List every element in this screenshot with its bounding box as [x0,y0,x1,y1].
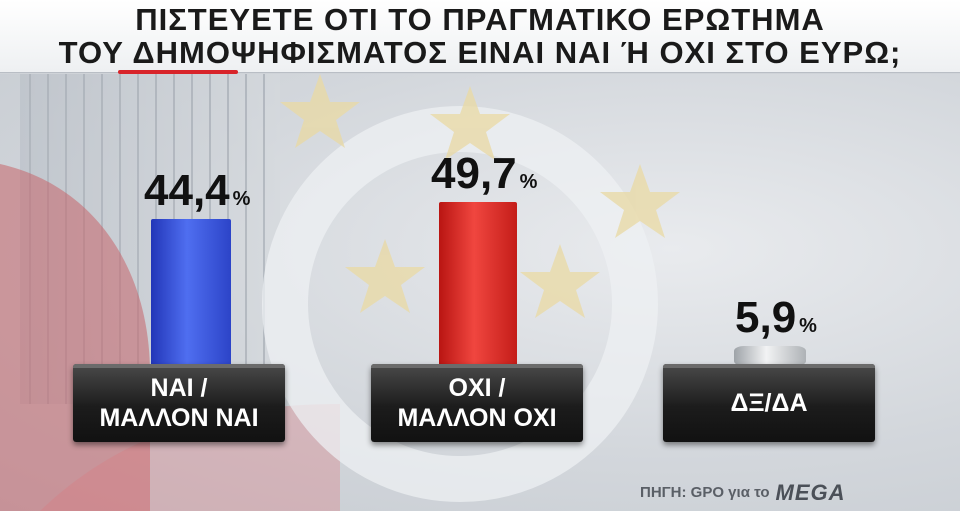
data-label-unit: % [519,170,538,193]
data-label-value: 49,7 [431,148,517,198]
plate-top-edge [663,364,875,368]
bar-no [439,201,517,366]
plate-top-edge [73,364,285,368]
data-label-value: 5,9 [735,293,797,342]
tick-label-dk: ΔΞ/ΔΑ [730,389,808,417]
data-label-yes: 44,4% [144,169,250,221]
chart-area: 44,4% 49,7% 5,9% ΝΑΙ / ΜΑΛΛΟΝ ΝΑΙ ΟΧΙ / ΜΑ… [0,74,960,511]
data-label-unit: % [799,315,817,337]
mega-logo: MEGA [775,480,846,505]
tick-label-yes-line-2: ΜΑΛΛΟΝ ΝΑΙ [99,404,259,432]
data-label-value: 44,4 [144,166,230,216]
background-eu-flag-graphic [0,74,680,511]
chart-title-line-1: ΠΙΣΤΕΥΕΤΕ ΟΤΙ ΤΟ ΠΡΑΓΜΑΤΙΚΟ ΕΡΩΤΗΜΑ [135,2,825,37]
category-plate-yes: ΝΑΙ / ΜΑΛΛΟΝ ΝΑΙ [73,364,285,442]
tick-label-yes-line-1: ΝΑΙ / [150,374,208,402]
data-label-no: 49,7% [431,148,538,204]
data-label-unit: % [232,188,251,211]
bar-yes [151,219,231,366]
category-plate-no: ΟΧΙ / ΜΑΛΛΟΝ ΟΧΙ [371,364,583,442]
category-plate-dk: ΔΞ/ΔΑ [663,364,875,442]
data-label-dk: 5,9% [735,296,817,348]
title-accent-underline [118,70,238,74]
source-credit: ΠΗΓΗ: GPO για το MEGA [640,480,940,505]
bar-dk [734,346,806,366]
tick-label-no-line-2: ΜΑΛΛΟΝ ΟΧΙ [397,404,557,432]
source-text: ΠΗΓΗ: GPO για το [640,484,770,501]
title-band: ΠΙΣΤΕΥΕΤΕ ΟΤΙ ΤΟ ΠΡΑΓΜΑΤΙΚΟ ΕΡΩΤΗΜΑ ΤΟΥ … [0,0,960,73]
plate-top-edge [371,364,583,368]
chart-title-line-2: ΤΟΥ ΔΗΜΟΨΗΦΙΣΜΑΤΟΣ ΕΙΝΑΙ ΝΑΙ Ή ΟΧΙ ΣΤΟ Ε… [58,35,902,70]
tick-label-no-line-1: ΟΧΙ / [448,374,506,402]
